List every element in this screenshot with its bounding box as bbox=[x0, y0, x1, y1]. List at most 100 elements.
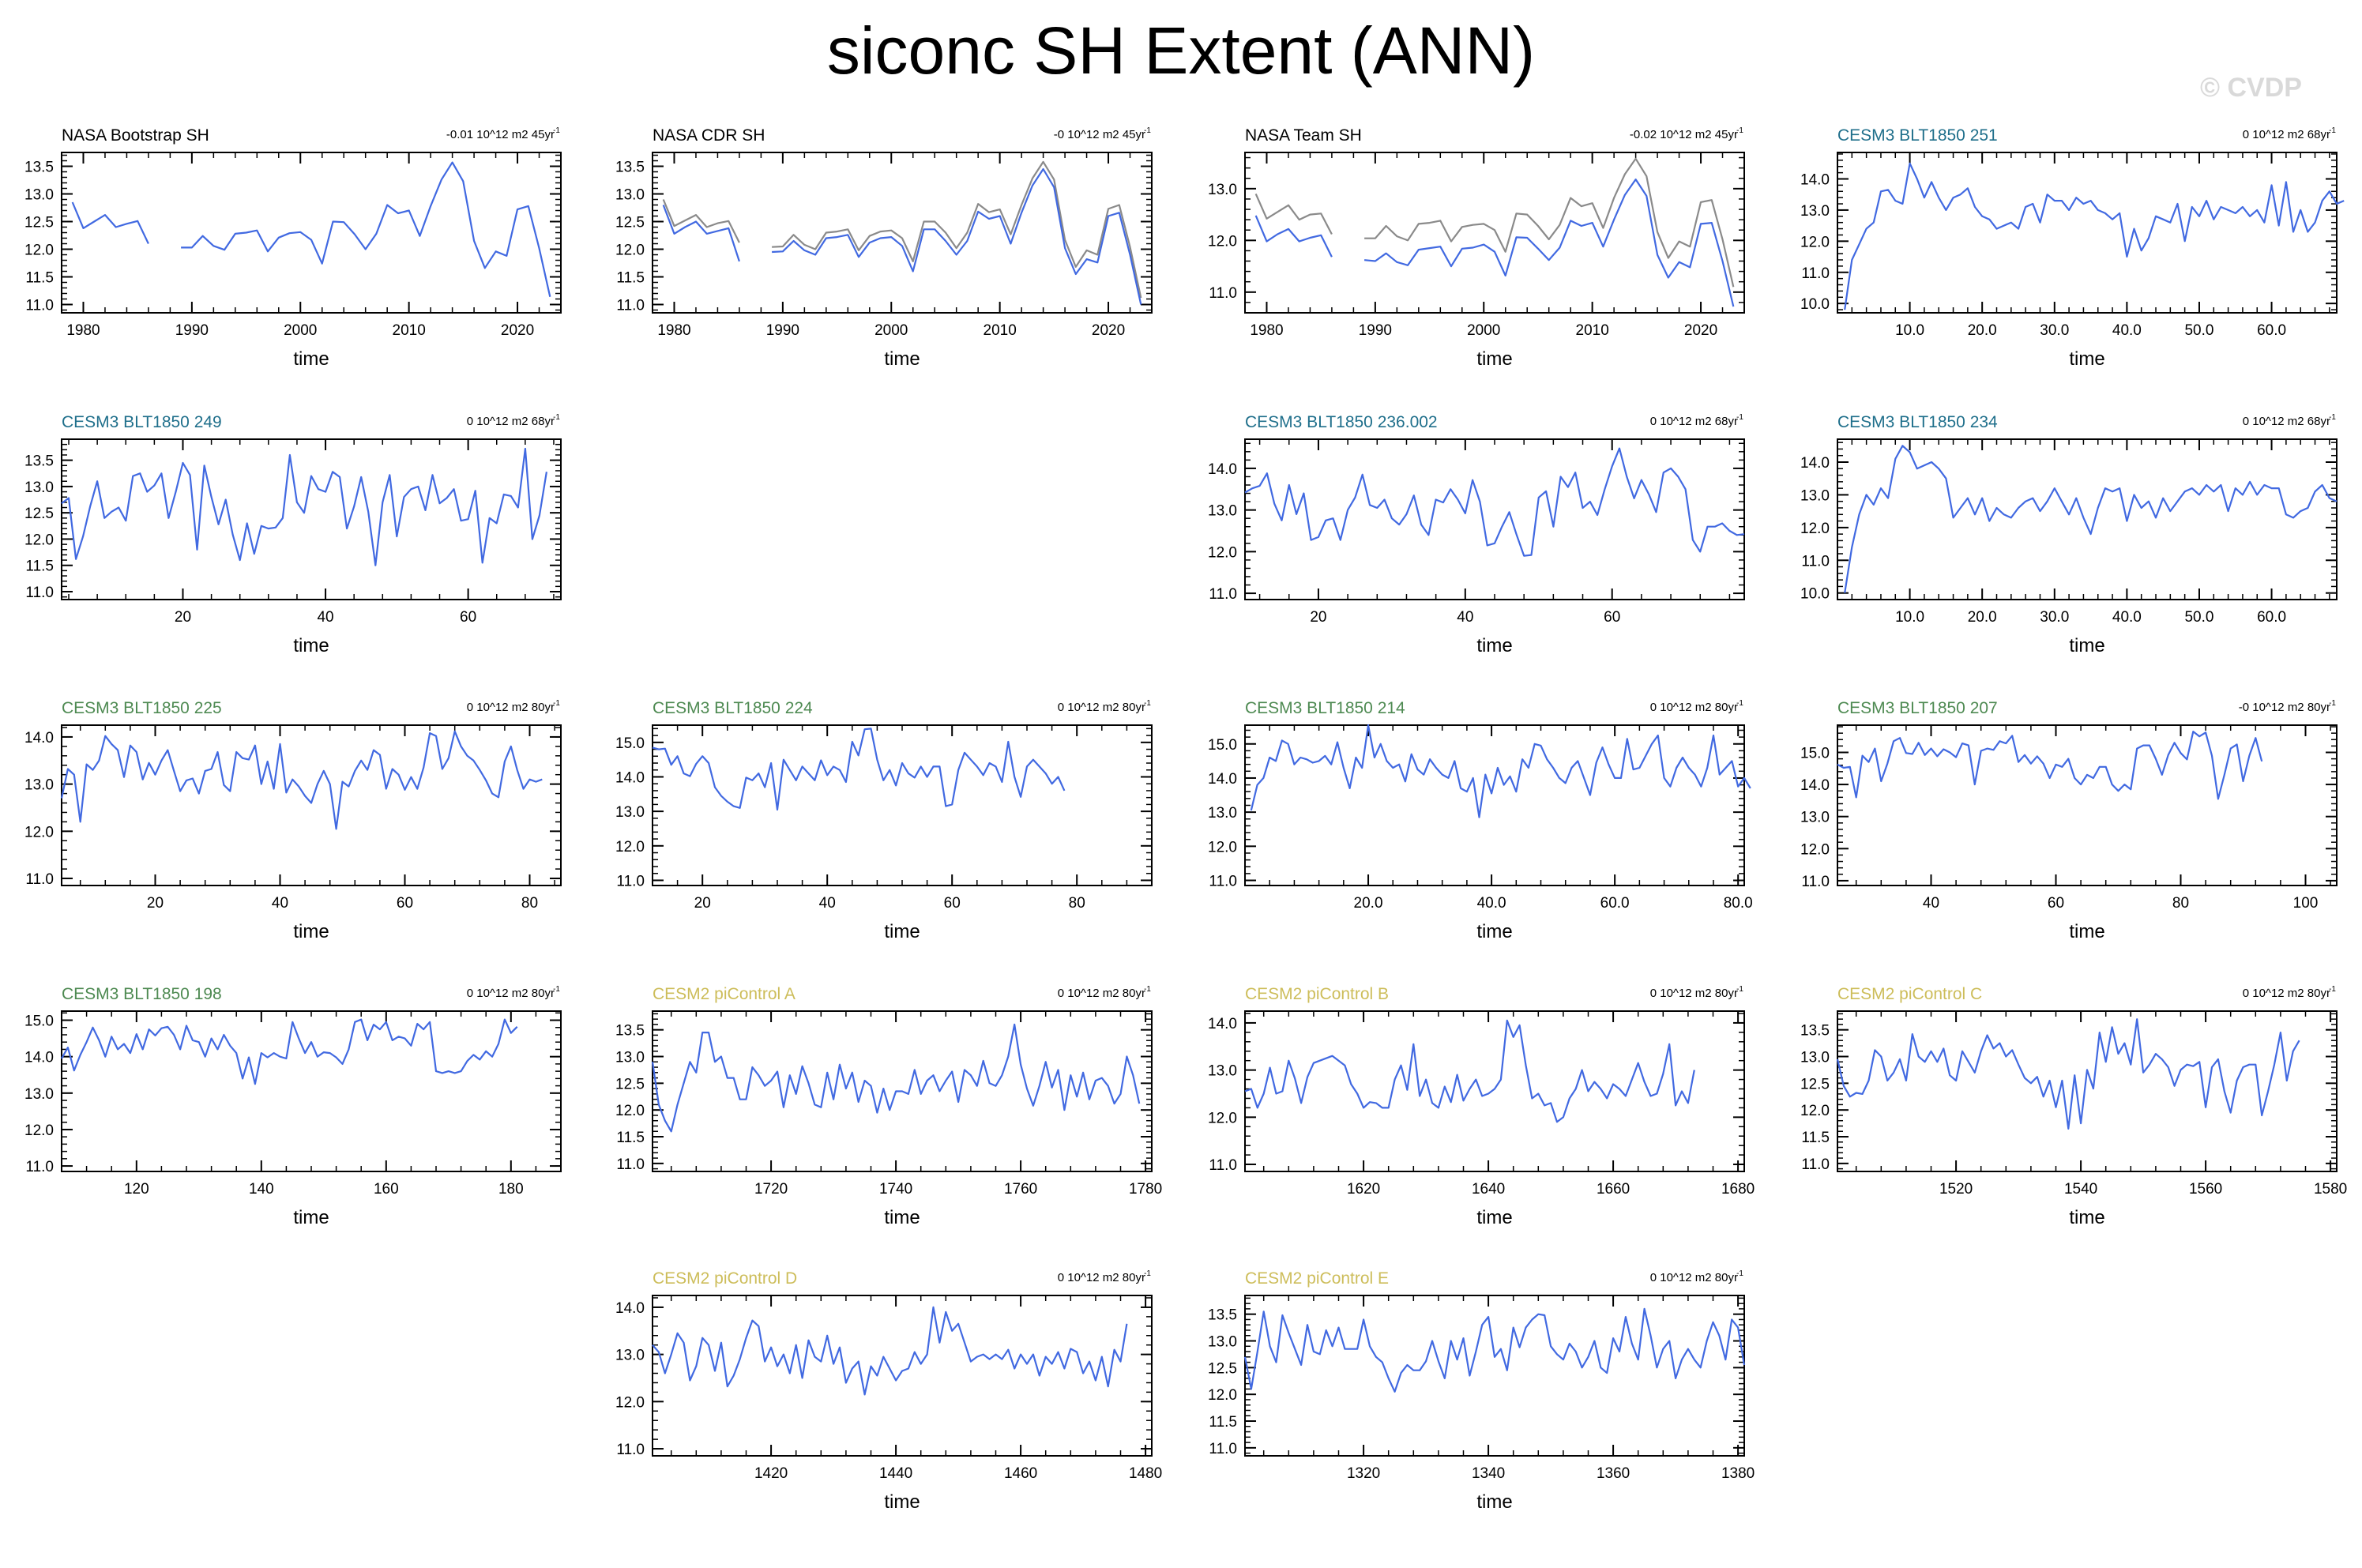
y-tick-label: 11.0 bbox=[1209, 1157, 1237, 1174]
y-tick-label: 11.0 bbox=[25, 871, 54, 888]
trend-label-exponent: -1 bbox=[553, 699, 560, 708]
y-tick-label: 13.0 bbox=[1800, 487, 1830, 504]
x-axis-label: time bbox=[2069, 1207, 2104, 1228]
x-tick-label: 1740 bbox=[879, 1181, 912, 1198]
y-tick-label: 12.0 bbox=[1208, 233, 1237, 250]
y-tick-label: 11.0 bbox=[616, 1442, 645, 1458]
x-tick-label: 40.0 bbox=[2112, 609, 2142, 626]
x-tick-label: 1760 bbox=[1004, 1181, 1037, 1198]
x-axis-label: time bbox=[293, 348, 329, 370]
panel-title: CESM3 BLT1850 207 bbox=[1837, 699, 1998, 717]
x-tick-label: 1420 bbox=[754, 1465, 788, 1482]
cvdp-watermark: © CVDP bbox=[2200, 73, 2302, 103]
x-tick-label: 180 bbox=[498, 1181, 524, 1198]
y-tick-label: 12.0 bbox=[1208, 1110, 1237, 1126]
trend-label-exponent: -1 bbox=[2329, 985, 2336, 994]
y-tick-label: 12.0 bbox=[24, 243, 54, 259]
trend-label: 0 10^12 m2 80yr bbox=[2243, 987, 2330, 1000]
y-tick-label: 12.0 bbox=[1800, 1103, 1830, 1119]
chart-panel: 20 40 60 80 11.0 12.0 13.0 14.0 CESM3 BLT1850 22… bbox=[24, 699, 562, 942]
y-tick-label: 12.0 bbox=[1800, 521, 1830, 537]
panel-title: CESM2 piControl B bbox=[1245, 985, 1389, 1003]
x-axis-label: time bbox=[884, 1207, 920, 1228]
series-line bbox=[60, 730, 543, 830]
y-tick-label: 14.0 bbox=[1800, 455, 1830, 472]
y-tick-label: 14.0 bbox=[1800, 777, 1830, 794]
panel-title: CESM3 BLT1850 198 bbox=[62, 985, 222, 1003]
y-tick-label: 12.0 bbox=[24, 532, 54, 548]
trend-label: 0 10^12 m2 68yr bbox=[467, 415, 555, 428]
y-tick-label: 11.0 bbox=[1801, 553, 1830, 570]
plot-frame bbox=[1837, 438, 2338, 600]
x-tick-label: 1540 bbox=[2064, 1181, 2097, 1198]
panel-title: CESM2 piControl D bbox=[653, 1269, 797, 1288]
x-tick-label: 20.0 bbox=[1354, 895, 1383, 912]
series-line bbox=[652, 1306, 1128, 1396]
y-tick-label: 12.0 bbox=[24, 1122, 54, 1139]
plot-frame bbox=[1244, 1295, 1745, 1457]
plot-frame bbox=[1837, 152, 2338, 314]
x-tick-label: 50.0 bbox=[2184, 322, 2213, 339]
chart-panel: 20 40 60 11.0 12.0 13.0 14.0 CESM3 BLT1850 236.… bbox=[1208, 413, 1745, 656]
x-tick-label: 1680 bbox=[1721, 1181, 1755, 1198]
plot-frame bbox=[652, 1295, 1153, 1457]
x-tick-label: 1660 bbox=[1597, 1181, 1630, 1198]
y-tick-label: 11.5 bbox=[616, 1130, 645, 1146]
panel-title: CESM3 BLT1850 249 bbox=[62, 413, 222, 431]
x-tick-label: 10.0 bbox=[1895, 322, 1924, 339]
y-tick-label: 11.0 bbox=[25, 1159, 54, 1175]
trend-label-exponent: -1 bbox=[1736, 1269, 1743, 1278]
x-tick-label: 80 bbox=[521, 895, 538, 912]
x-axis-label: time bbox=[293, 635, 329, 656]
x-tick-label: 2000 bbox=[874, 322, 908, 339]
x-tick-label: 1980 bbox=[66, 322, 100, 339]
x-axis-label: time bbox=[2069, 348, 2104, 370]
x-tick-label: 10.0 bbox=[1895, 609, 1924, 626]
trend-label: 0 10^12 m2 68yr bbox=[2243, 415, 2330, 428]
plot-frame bbox=[61, 724, 562, 886]
x-tick-label: 160 bbox=[374, 1181, 399, 1198]
y-tick-label: 12.5 bbox=[24, 506, 54, 522]
y-tick-label: 11.5 bbox=[616, 270, 645, 287]
y-tick-label: 12.0 bbox=[615, 1394, 645, 1411]
chart-panel: 1980 1990 2000 2010 2020 11.0 11.5 12.0 12.5 13.0… bbox=[615, 126, 1153, 370]
trend-label-exponent: -1 bbox=[1736, 126, 1743, 135]
y-tick-label: 13.0 bbox=[1208, 182, 1237, 198]
x-tick-label: 1320 bbox=[1347, 1465, 1380, 1482]
y-tick-label: 13.0 bbox=[24, 479, 54, 496]
y-tick-label: 13.0 bbox=[1208, 805, 1237, 822]
y-tick-label: 10.0 bbox=[1800, 296, 1830, 313]
x-tick-label: 1620 bbox=[1347, 1181, 1380, 1198]
x-tick-label: 80 bbox=[1069, 895, 1085, 912]
y-tick-label: 14.0 bbox=[615, 769, 645, 786]
x-tick-label: 1990 bbox=[766, 322, 799, 339]
x-tick-label: 1360 bbox=[1597, 1465, 1630, 1482]
y-tick-label: 11.0 bbox=[1209, 1441, 1237, 1457]
series-line bbox=[1254, 179, 1735, 307]
y-tick-label: 15.0 bbox=[24, 1013, 54, 1030]
y-tick-label: 11.0 bbox=[25, 298, 54, 314]
trend-label: 0 10^12 m2 80yr bbox=[1058, 1271, 1145, 1284]
y-tick-label: 12.0 bbox=[1208, 1387, 1237, 1404]
y-tick-label: 11.5 bbox=[1801, 1130, 1830, 1146]
x-axis-label: time bbox=[1476, 921, 1512, 942]
trend-label: 0 10^12 m2 68yr bbox=[1650, 415, 1738, 428]
panel-title: CESM3 BLT1850 234 bbox=[1837, 413, 1998, 431]
x-axis-label: time bbox=[1476, 1207, 1512, 1228]
trend-label-exponent: -1 bbox=[1144, 699, 1151, 708]
page-title: siconc SH Extent (ANN) bbox=[826, 13, 1536, 88]
x-tick-label: 120 bbox=[124, 1181, 149, 1198]
y-tick-label: 13.5 bbox=[1208, 1307, 1237, 1324]
y-tick-label: 12.5 bbox=[615, 215, 645, 231]
x-tick-label: 60.0 bbox=[2257, 322, 2286, 339]
y-tick-label: 10.0 bbox=[1800, 586, 1830, 603]
y-tick-label: 13.5 bbox=[615, 160, 645, 176]
series-line bbox=[1244, 447, 1745, 557]
x-axis-label: time bbox=[2069, 921, 2104, 942]
x-axis-label: time bbox=[1476, 348, 1512, 370]
y-tick-label: 12.5 bbox=[24, 215, 54, 231]
y-tick-label: 13.0 bbox=[1208, 1334, 1237, 1351]
y-tick-label: 13.0 bbox=[1800, 1050, 1830, 1066]
y-tick-label: 11.0 bbox=[25, 585, 54, 601]
x-tick-label: 50.0 bbox=[2184, 609, 2213, 626]
